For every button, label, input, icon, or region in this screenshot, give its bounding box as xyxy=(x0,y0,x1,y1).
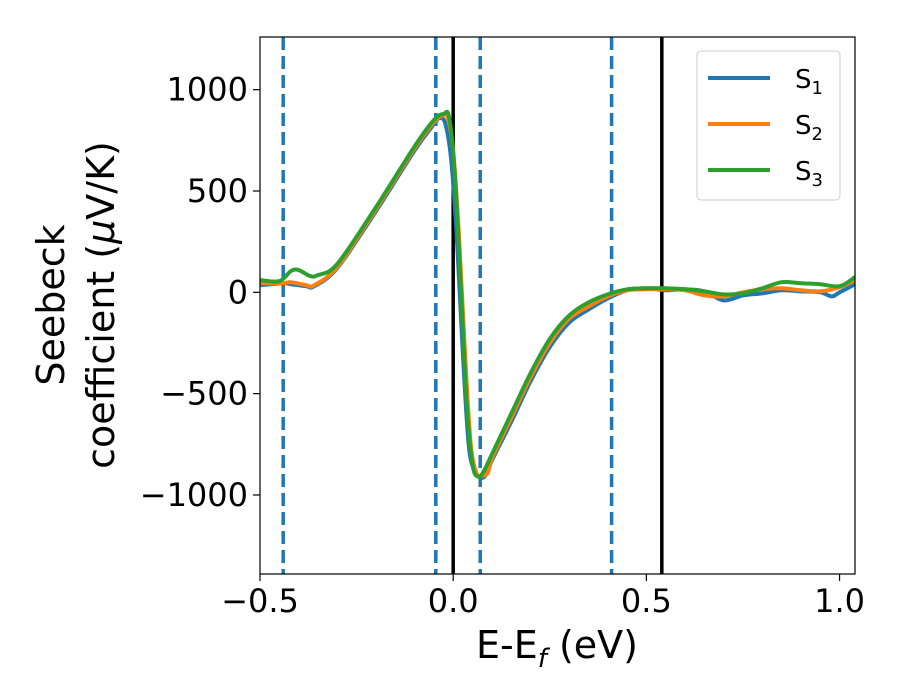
x-axis-ticks: −0.5 0.0 0.5 1.0 xyxy=(221,574,865,620)
y-tick-label: 1000 xyxy=(167,71,248,109)
legend: S1 S2 S3 xyxy=(696,50,841,201)
y-tick-label: −500 xyxy=(160,375,248,413)
y-axis-title-line2: coefficient (μV/K) xyxy=(79,141,123,469)
y-tick-label: −1000 xyxy=(140,476,248,514)
y-axis-title: Seebeck coefficient (μV/K) xyxy=(29,141,123,469)
x-tick-label: 0.0 xyxy=(428,582,479,620)
x-tick-label: −0.5 xyxy=(221,582,299,620)
y-axis-title-mu: μ xyxy=(79,220,123,245)
y-axis-title-unit: V/K) xyxy=(79,141,123,220)
series-lines xyxy=(260,109,855,480)
legend-label-S1: S1 xyxy=(795,65,823,99)
legend-label-S3: S3 xyxy=(795,157,823,191)
x-tick-label: 0.5 xyxy=(621,582,672,620)
x-tick-label: 1.0 xyxy=(814,582,865,620)
legend-label-S2: S2 xyxy=(795,111,823,145)
x-axis-title: E-Ef (eV) xyxy=(476,623,638,674)
x-axis-title-unit: (eV) xyxy=(547,623,638,667)
y-axis-ticks: 1000 500 0 −500 −1000 xyxy=(140,71,260,514)
reference-lines xyxy=(281,37,664,574)
series-line-S3 xyxy=(260,109,855,479)
plot-area-frame xyxy=(259,36,856,575)
y-axis-title-line1: Seebeck xyxy=(29,224,73,385)
x-axis-title-main: E-E xyxy=(476,623,538,667)
y-tick-label: 0 xyxy=(228,273,248,311)
y-tick-label: 500 xyxy=(187,172,248,210)
y-axis-title-prefix: coefficient ( xyxy=(79,244,123,469)
